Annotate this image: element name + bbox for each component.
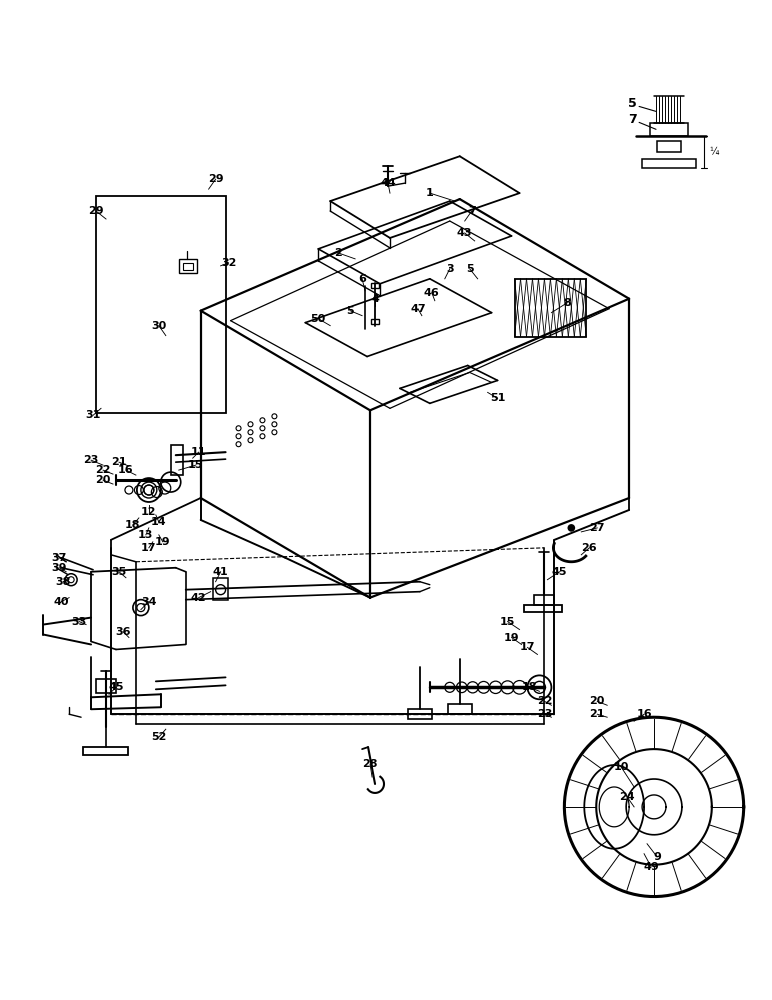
- Text: 23: 23: [537, 709, 552, 719]
- Text: 10: 10: [614, 762, 629, 772]
- Text: 4: 4: [371, 294, 379, 304]
- Bar: [371, 283, 379, 288]
- Text: 7: 7: [468, 206, 476, 216]
- Text: 8: 8: [564, 298, 571, 308]
- Text: 24: 24: [619, 792, 635, 802]
- Text: 31: 31: [86, 410, 100, 420]
- Text: 49: 49: [643, 862, 659, 872]
- Text: 1: 1: [426, 188, 434, 198]
- Text: 30: 30: [151, 321, 167, 331]
- Text: 16: 16: [636, 709, 652, 719]
- Text: 16: 16: [118, 465, 134, 475]
- Text: 15: 15: [188, 460, 203, 470]
- Text: 3: 3: [446, 264, 454, 274]
- Text: 19: 19: [504, 633, 520, 643]
- Text: 22: 22: [95, 465, 110, 475]
- Text: 21: 21: [590, 709, 605, 719]
- Text: 17: 17: [520, 642, 535, 652]
- Text: 17: 17: [141, 543, 157, 553]
- Text: 38: 38: [56, 577, 71, 587]
- Text: 2: 2: [334, 248, 342, 258]
- Text: 37: 37: [52, 553, 67, 563]
- Text: 23: 23: [83, 455, 99, 465]
- Text: 5: 5: [347, 306, 354, 316]
- Text: 52: 52: [151, 732, 167, 742]
- Text: 44: 44: [380, 178, 396, 188]
- Text: 41: 41: [213, 567, 229, 577]
- Text: 20: 20: [95, 475, 110, 485]
- Text: 45: 45: [552, 567, 567, 577]
- Text: 45: 45: [108, 682, 124, 692]
- Bar: [657, 141, 681, 152]
- Bar: [96, 196, 225, 413]
- Text: 27: 27: [590, 523, 605, 533]
- Bar: [371, 319, 379, 324]
- Text: 39: 39: [52, 563, 67, 573]
- Text: 6: 6: [358, 274, 366, 284]
- Text: 15: 15: [500, 617, 515, 627]
- Bar: [534, 595, 554, 605]
- Text: 29: 29: [208, 174, 223, 184]
- Circle shape: [568, 525, 574, 531]
- Text: 12: 12: [141, 507, 157, 517]
- Text: 36: 36: [115, 627, 130, 637]
- Text: 26: 26: [581, 543, 597, 553]
- Bar: [642, 159, 696, 168]
- Text: 32: 32: [221, 258, 236, 268]
- Text: 5: 5: [466, 264, 473, 274]
- Text: 33: 33: [72, 617, 86, 627]
- Text: 11: 11: [191, 447, 206, 457]
- Text: 7: 7: [628, 113, 636, 126]
- Text: 46: 46: [424, 288, 440, 298]
- Bar: [212, 578, 228, 600]
- Text: 40: 40: [53, 597, 69, 607]
- Text: 29: 29: [88, 206, 104, 216]
- Text: 19: 19: [155, 537, 171, 547]
- Text: 21: 21: [111, 457, 127, 467]
- Bar: [448, 704, 472, 714]
- Bar: [96, 679, 116, 693]
- Text: 42: 42: [191, 593, 206, 603]
- Text: 5: 5: [628, 97, 636, 110]
- Text: 35: 35: [111, 567, 127, 577]
- Text: 50: 50: [310, 314, 326, 324]
- Text: 13: 13: [138, 530, 154, 540]
- Text: 18: 18: [522, 682, 537, 692]
- Text: ¼: ¼: [709, 147, 719, 157]
- Text: 51: 51: [490, 393, 506, 403]
- Text: 34: 34: [141, 597, 157, 607]
- Bar: [514, 279, 586, 337]
- Text: 43: 43: [457, 228, 472, 238]
- Text: 22: 22: [537, 696, 552, 706]
- Text: 47: 47: [410, 304, 425, 314]
- Bar: [408, 709, 432, 719]
- Bar: [83, 747, 128, 755]
- Bar: [650, 123, 688, 136]
- Text: 18: 18: [125, 520, 141, 530]
- Text: 20: 20: [590, 696, 605, 706]
- Bar: [524, 605, 562, 612]
- Text: 14: 14: [151, 517, 167, 527]
- Text: 28: 28: [362, 759, 378, 769]
- Bar: [183, 263, 193, 270]
- Bar: [171, 445, 183, 475]
- Text: 9: 9: [653, 852, 661, 862]
- Bar: [179, 259, 197, 273]
